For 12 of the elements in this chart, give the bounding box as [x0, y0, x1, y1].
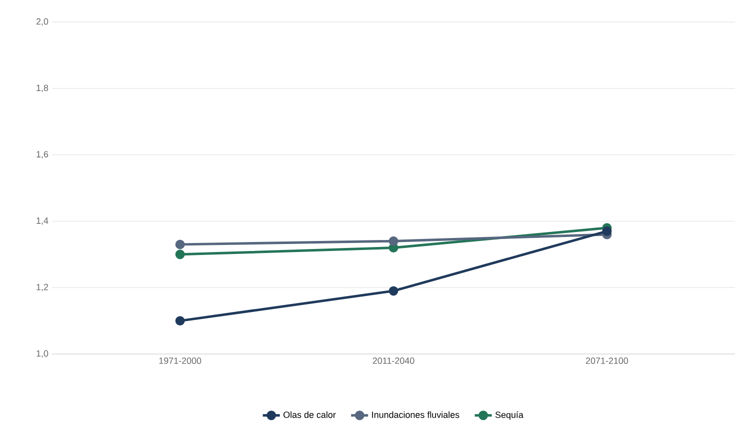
y-tick-label: 1,0 [36, 350, 48, 358]
legend-label: Sequía [495, 411, 524, 420]
legend-label: Olas de calor [283, 411, 336, 418]
x-tick-label: 1971-2000 [159, 358, 202, 364]
y-tick-label: 1,6 [36, 151, 48, 158]
y-tick-label: 1,2 [36, 284, 48, 292]
x-tick-label: 2011-2040 [372, 358, 414, 364]
x-tick-label: 2071-2100 [586, 358, 628, 364]
legend-label: Inundaciones fluviales [372, 411, 460, 418]
y-tick-label: 2,0 [36, 18, 48, 26]
y-tick-label: 1,8 [36, 84, 48, 92]
y-tick-label: 1,4 [36, 218, 48, 225]
